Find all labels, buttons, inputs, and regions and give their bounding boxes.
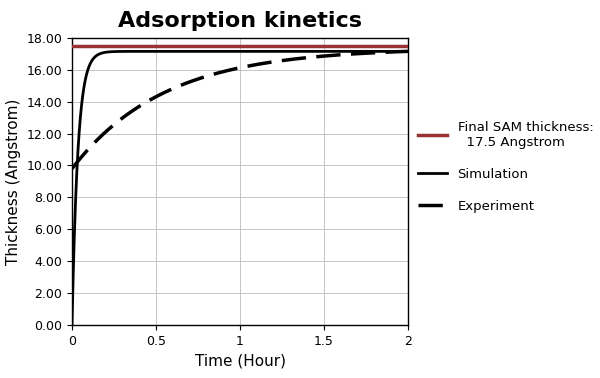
Legend: Final SAM thickness:
  17.5 Angstrom, Simulation, Experiment: Final SAM thickness: 17.5 Angstrom, Simu… bbox=[418, 121, 593, 213]
X-axis label: Time (Hour): Time (Hour) bbox=[194, 353, 286, 368]
Title: Adsorption kinetics: Adsorption kinetics bbox=[118, 11, 362, 31]
Y-axis label: Thickness (Angstrom): Thickness (Angstrom) bbox=[6, 98, 21, 265]
